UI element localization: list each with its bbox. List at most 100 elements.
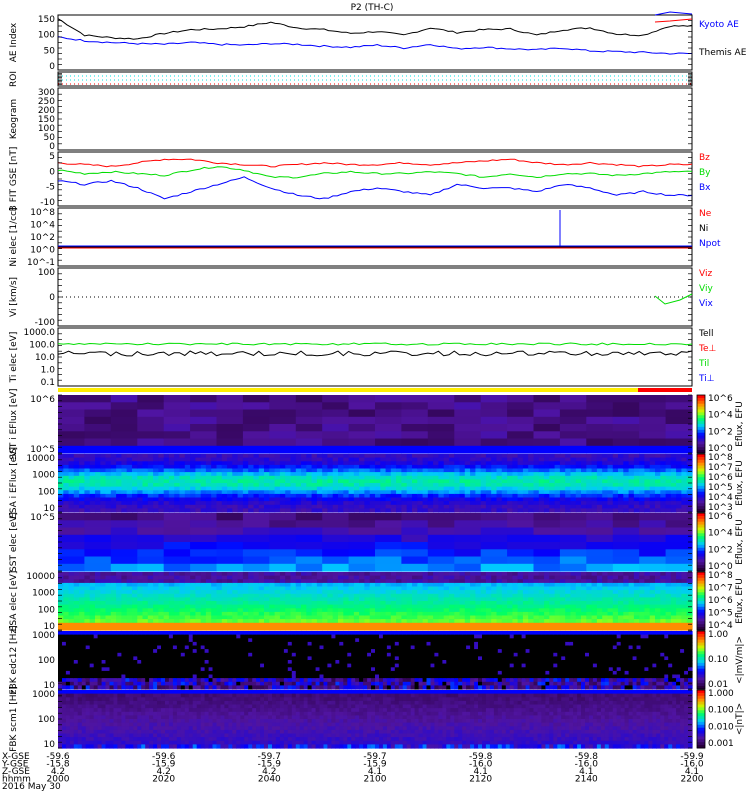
heatmap-cell	[221, 582, 228, 588]
heatmap-cell	[544, 483, 550, 488]
heatmap-cell	[359, 597, 365, 602]
heatmap-cell	[65, 652, 71, 657]
heatmap-cell	[69, 681, 75, 686]
heatmap-cell	[390, 586, 397, 591]
legend-npot: Npot	[699, 239, 721, 249]
heatmap-cell	[602, 497, 609, 502]
heatmap-cell	[644, 501, 651, 506]
heatmap-cell	[200, 497, 207, 502]
heatmap-cell	[501, 497, 508, 502]
heatmap-cell	[200, 472, 207, 477]
heatmap-cell	[449, 493, 455, 499]
heatmap-cell	[132, 593, 138, 598]
heatmap-cell	[327, 586, 334, 591]
heatmap-cell	[628, 468, 635, 473]
heatmap-cell	[686, 497, 693, 502]
heatmap-cell	[454, 527, 482, 536]
heatmap-cell	[81, 645, 87, 650]
heatmap-cell	[559, 402, 587, 411]
heatmap-cell	[522, 611, 529, 617]
heatmap-cell	[369, 457, 376, 462]
heatmap-cell	[427, 626, 434, 631]
heatmap-cell	[401, 622, 408, 627]
heatmap-cell	[269, 445, 297, 454]
heatmap-cell	[596, 597, 603, 602]
heatmap-cell	[596, 590, 603, 595]
heatmap-cell	[97, 634, 103, 639]
heatmap-cell	[137, 402, 165, 411]
heatmap-cell	[237, 622, 244, 627]
heatmap-cell	[681, 619, 688, 624]
heatmap-cell	[454, 619, 461, 624]
heatmap-cell	[133, 674, 138, 679]
heatmap-cell	[401, 608, 408, 613]
heatmap-cell	[417, 582, 424, 588]
heatmap-cell	[89, 645, 95, 650]
heatmap-cell	[311, 579, 318, 584]
heatmap-cell	[612, 501, 619, 506]
heatmap-cell	[449, 601, 455, 606]
heatmap-cell	[533, 490, 540, 495]
heatmap-cell	[216, 527, 244, 536]
heatmap-cell	[359, 615, 365, 620]
heatmap-cell	[322, 520, 350, 529]
heatmap-cell	[649, 490, 656, 495]
heatmap-cell	[475, 608, 482, 613]
heatmap-cell	[507, 490, 513, 495]
heatmap-cell	[544, 486, 550, 491]
heatmap-cell	[348, 582, 355, 588]
heatmap-cell	[633, 626, 640, 631]
heatmap-cell	[68, 622, 75, 627]
heatmap-cell	[496, 468, 503, 473]
heatmap-cell	[485, 497, 492, 502]
heatmap-cell	[433, 479, 439, 484]
heatmap-cell	[113, 634, 119, 639]
heatmap-cell	[591, 490, 598, 495]
heatmap-cell	[581, 472, 587, 477]
heatmap-cell	[105, 641, 111, 647]
heatmap-cell	[491, 626, 498, 631]
heatmap-cell	[63, 590, 70, 595]
heatmap-cell	[427, 409, 455, 418]
heatmap-cell	[242, 601, 249, 606]
heatmap-cell	[581, 622, 587, 627]
heatmap-cell	[258, 597, 265, 602]
heatmap-cell	[470, 464, 476, 470]
heatmap-cell	[433, 593, 439, 598]
heatmap-cell	[660, 615, 667, 620]
heatmap-cell	[290, 611, 297, 617]
heatmap-cell	[633, 464, 640, 470]
heatmap-cell	[501, 483, 508, 488]
heatmap-cell	[406, 454, 413, 459]
heatmap-cell	[285, 597, 292, 602]
heatmap-cell	[522, 508, 529, 513]
heatmap-cell	[602, 572, 609, 577]
heatmap-cell	[660, 479, 667, 484]
heatmap-cell	[73, 497, 80, 502]
heatmap-cell	[422, 479, 429, 484]
heatmap-cell	[464, 582, 471, 588]
heatmap-cell	[665, 490, 672, 495]
heatmap-cell	[501, 464, 508, 470]
heatmap-cell	[63, 454, 70, 459]
heatmap-cell	[470, 486, 476, 491]
heatmap-cell	[417, 608, 424, 613]
heatmap-cell	[433, 586, 439, 591]
heatmap-cell	[644, 586, 651, 591]
heatmap-cell	[554, 472, 561, 477]
heatmap-cell	[438, 572, 445, 577]
heatmap-cell	[295, 483, 302, 488]
heatmap-cell	[348, 454, 355, 459]
heatmap-cell	[190, 626, 196, 631]
heatmap-cell	[322, 556, 350, 565]
heatmap-cell	[380, 479, 387, 484]
heatmap-cell	[612, 461, 619, 466]
heatmap-cell	[290, 575, 297, 580]
status-bar-red	[638, 388, 692, 392]
heatmap-cell	[168, 597, 175, 602]
heatmap-cell	[438, 615, 445, 620]
heatmap-cell	[522, 472, 529, 477]
heatmap-cell	[232, 479, 239, 484]
heatmap-cell	[190, 590, 196, 595]
heatmap-cell	[184, 501, 191, 506]
